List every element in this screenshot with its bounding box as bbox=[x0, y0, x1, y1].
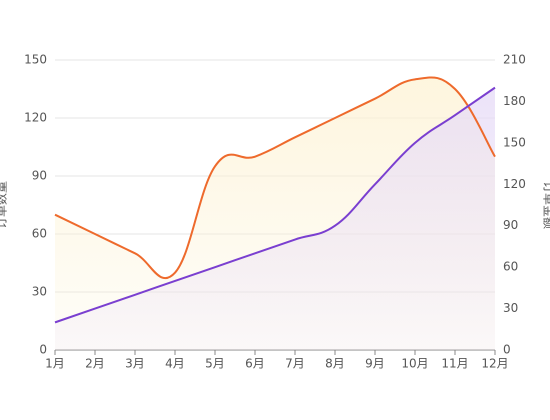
x-tick-label: 6月 bbox=[245, 357, 265, 371]
x-tick-label: 4月 bbox=[165, 357, 185, 371]
x-tick-label: 2月 bbox=[85, 357, 105, 371]
y-tick-label: 60 bbox=[32, 227, 47, 241]
x-tick-label: 12月 bbox=[481, 357, 508, 371]
y-tick-label: 30 bbox=[32, 285, 47, 299]
y-tick-label: 120 bbox=[24, 111, 47, 125]
y-axis-title: 订单数量 bbox=[0, 181, 9, 229]
x-tick-label: 10月 bbox=[401, 357, 428, 371]
line bbox=[54, 86, 496, 324]
x-tick-label: 3月 bbox=[125, 357, 145, 371]
x-tick-label: 5月 bbox=[205, 357, 225, 371]
y2-tick-label: 150 bbox=[503, 135, 526, 149]
y-tick-label: 90 bbox=[32, 169, 47, 183]
y2-tick-label: 180 bbox=[503, 94, 526, 108]
y2-axis-title: 订单金额 bbox=[542, 181, 550, 229]
y2-tick-label: 90 bbox=[503, 218, 518, 232]
x-tick-label: 7月 bbox=[285, 357, 305, 371]
y2-tick-label: 210 bbox=[503, 53, 526, 67]
y2-tick-label: 60 bbox=[503, 260, 518, 274]
y-tick-label: 150 bbox=[24, 53, 47, 67]
line bbox=[54, 76, 496, 280]
x-tick-label: 9月 bbox=[365, 357, 385, 371]
x-tick-label: 11月 bbox=[441, 357, 468, 371]
y2-tick-label: 30 bbox=[503, 301, 518, 315]
x-tick-label: 8月 bbox=[325, 357, 345, 371]
x-tick-label: 1月 bbox=[45, 357, 65, 371]
y-tick-label: 0 bbox=[39, 343, 47, 357]
y2-tick-label: 0 bbox=[503, 343, 511, 357]
y2-tick-label: 120 bbox=[503, 177, 526, 191]
